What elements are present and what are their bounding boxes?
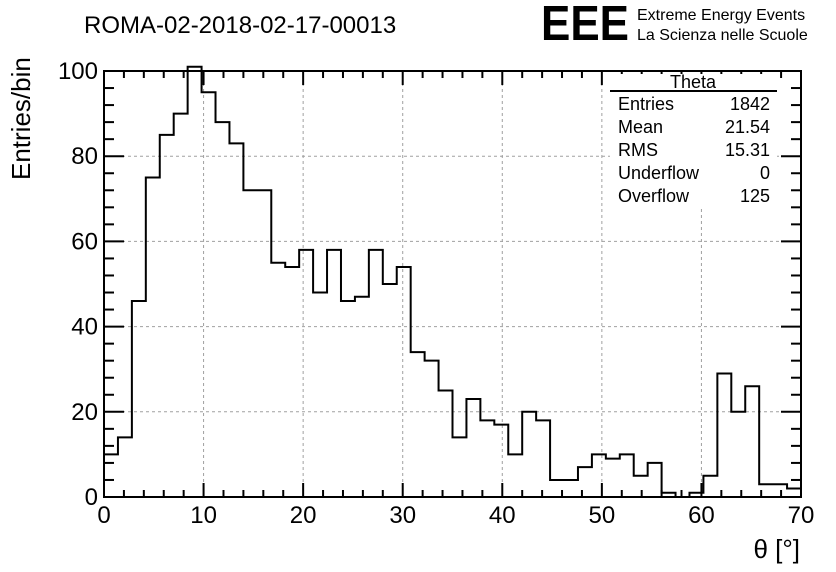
stats-row-value: 125	[740, 186, 770, 206]
logo-line1: Extreme Energy Events	[637, 7, 805, 24]
histogram-bin	[648, 463, 662, 497]
stats-row-value: 15.31	[725, 140, 770, 160]
y-tick-label: 40	[71, 314, 98, 341]
histogram-bin	[118, 437, 132, 497]
chart-title: ROMA-02-2018-02-17-00013	[84, 12, 396, 39]
histogram-bin	[104, 454, 118, 497]
histogram-bin	[592, 454, 606, 497]
histogram-bin	[425, 361, 439, 497]
histogram-bin	[564, 480, 578, 497]
histogram-bin	[522, 412, 536, 497]
logo-letters: EEE	[541, 0, 629, 51]
histogram-bin	[717, 373, 731, 497]
stats-rows: Entries 1842 Mean 21.54 RMS 15.31 Underflow 0 Ov…	[618, 94, 770, 206]
histogram-bin	[285, 267, 299, 497]
plot-frame	[103, 70, 802, 498]
y-axis-label: Entries/bin	[6, 57, 36, 180]
histogram-bin	[480, 420, 494, 497]
histogram-bin	[174, 114, 188, 497]
x-tick-label: 20	[290, 502, 317, 529]
histogram-bin	[606, 459, 620, 497]
stats-box-title: Theta	[670, 72, 717, 92]
axes	[103, 70, 802, 498]
stats-box-background	[610, 74, 777, 209]
histogram-bin	[578, 467, 592, 497]
histogram-bin	[508, 454, 522, 497]
histogram-bin	[341, 301, 355, 497]
histogram-bin	[466, 399, 480, 497]
eee-logo: EEE Extreme Energy Events La Scienza nel…	[541, 0, 808, 51]
histogram-bin	[327, 250, 341, 497]
stats-row-label: Entries	[618, 94, 674, 114]
x-tick-label: 0	[97, 502, 110, 529]
stats-row-value: 1842	[730, 94, 770, 114]
y-tick-label: 100	[58, 58, 98, 85]
histogram-bin	[383, 284, 397, 497]
logo-line2: La Scienza nelle Scuole	[637, 27, 808, 44]
histogram-bin	[313, 293, 327, 497]
histogram-bin	[453, 437, 467, 497]
histogram-bin	[787, 488, 801, 497]
histogram-bin	[257, 190, 271, 497]
stats-row-label: RMS	[618, 140, 658, 160]
x-tick-label: 60	[688, 502, 715, 529]
histogram-bin	[731, 412, 745, 497]
histogram-bin	[439, 391, 453, 498]
histogram-bin	[536, 420, 550, 497]
x-tick-label: 70	[788, 502, 815, 529]
histogram-bin	[216, 122, 230, 497]
x-axis-label: θ [°]	[753, 534, 800, 564]
y-tick-label: 0	[85, 484, 98, 511]
stats-row-label: Underflow	[618, 163, 700, 183]
stats-row-label: Mean	[618, 117, 663, 137]
x-tick-label: 40	[489, 502, 516, 529]
histogram-bin	[243, 190, 257, 497]
histogram-bin	[745, 386, 759, 497]
histogram-bin	[271, 263, 285, 497]
x-tick-label: 30	[389, 502, 416, 529]
histogram-bin	[299, 250, 313, 497]
y-tick-label: 60	[71, 228, 98, 255]
histogram-bin	[703, 476, 717, 497]
stats-box: Theta Entries 1842 Mean 21.54 RMS 15.31 Underf…	[610, 72, 777, 209]
stats-row-label: Overflow	[618, 186, 690, 206]
histogram-bin	[411, 352, 425, 497]
stats-row-value: 0	[760, 163, 770, 183]
histogram-bin	[355, 297, 369, 497]
histogram-bin	[160, 135, 174, 497]
histogram-bin	[229, 143, 243, 497]
histogram-bin	[146, 178, 160, 498]
y-tick-label: 20	[71, 399, 98, 426]
histogram-bin	[188, 67, 202, 497]
x-tick-label: 50	[589, 502, 616, 529]
y-tick-label: 80	[71, 143, 98, 170]
histogram-bin	[132, 301, 146, 497]
x-tick-label: 10	[190, 502, 217, 529]
stats-row-value: 21.54	[725, 117, 770, 137]
tick-labels: 0 10 20 30 40 50 60 70 0 20 40 60 80 100	[58, 58, 814, 529]
histogram-bin	[202, 92, 216, 497]
histogram-bin	[397, 267, 411, 497]
histogram-bin	[369, 250, 383, 497]
